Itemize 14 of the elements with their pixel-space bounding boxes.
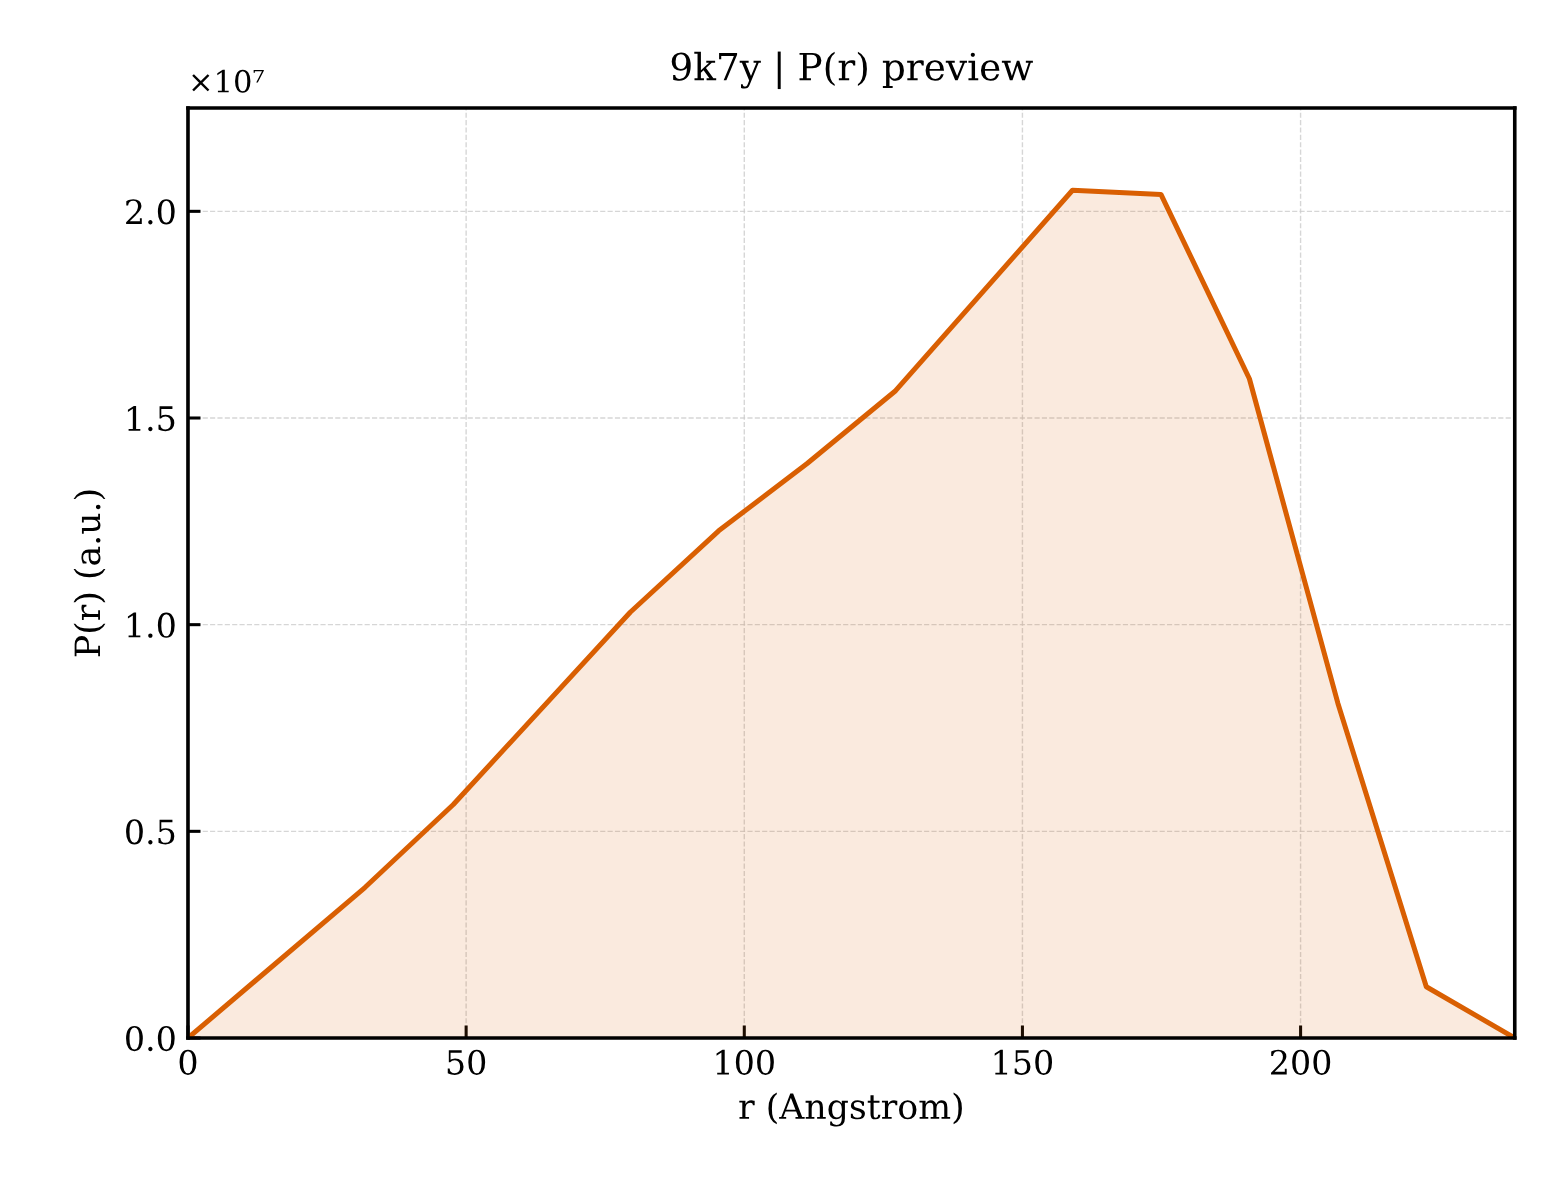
x-tick-label: 200 [1271, 1049, 1331, 1075]
y-tick-label: 0.5 [126, 819, 175, 845]
y-tick-label: 1.0 [127, 612, 175, 638]
text: ×10⁷ [192, 69, 264, 93]
x-tick-label: 50 [447, 1049, 486, 1075]
x-tick-label: 100 [716, 1049, 774, 1075]
y-tick-label: 2.0 [126, 199, 175, 225]
x-tick-label: 150 [994, 1049, 1053, 1075]
x-tick-label: 0 [179, 1049, 197, 1075]
y-tick-label: 1.5 [127, 405, 175, 432]
y-axis-title: P(r) (a.u.) [73, 490, 106, 657]
y-tick-label: 0.0 [126, 1025, 175, 1052]
chart-title: 9k7y | P(r) preview [671, 51, 1033, 90]
x-axis-title: r (Angstrom) [739, 1092, 962, 1127]
